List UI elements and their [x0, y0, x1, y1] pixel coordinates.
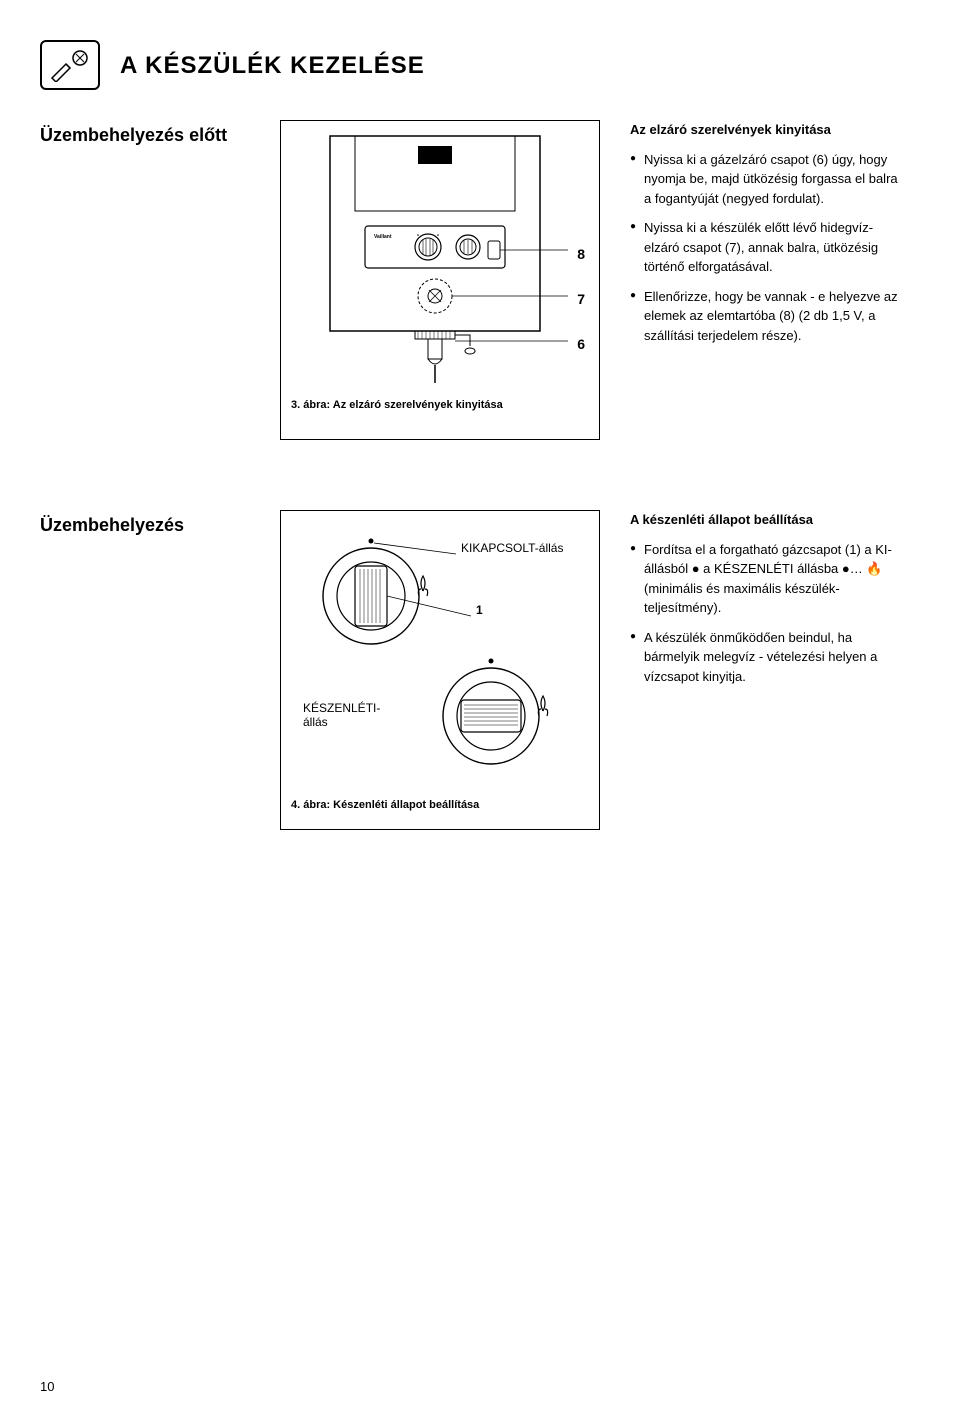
callout-7: 7	[577, 291, 585, 307]
label-1: 1	[476, 603, 483, 617]
section2-title: Üzembehelyezés	[40, 510, 250, 830]
bullet-item: Fordítsa el a forgatható gázcsapot (1) a…	[630, 540, 900, 618]
figure-4: KIKAPCSOLT-állás 1 KÉSZENLÉTI- állás 4. …	[280, 510, 600, 830]
section1-subheading: Az elzáró szerelvények kinyitása	[630, 120, 900, 140]
knob-diagram	[291, 521, 591, 791]
figure3-caption: 3. ábra: Az elzáró szerelvények kinyitás…	[291, 391, 589, 421]
section1-title: Üzembehelyezés előtt	[40, 120, 250, 440]
callout-8: 8	[577, 246, 585, 262]
figure4-caption: 4. ábra: Készenléti állapot beállítása	[291, 791, 589, 821]
manual-icon	[40, 40, 100, 90]
callout-6: 6	[577, 336, 585, 352]
bullet-item: Nyissa ki a gázelzáró csapot (6) úgy, ho…	[630, 150, 900, 209]
bullet-item: Nyissa ki a készülék előtt lévő hidegvíz…	[630, 218, 900, 277]
label-standby: KÉSZENLÉTI- állás	[303, 701, 380, 729]
bullet-item: A készülék önműködően beindul, ha bármel…	[630, 628, 900, 687]
svg-text:Vaillant: Vaillant	[374, 234, 392, 240]
device-diagram: Vaillant	[310, 131, 570, 391]
section1-bullets: Nyissa ki a gázelzáró csapot (6) úgy, ho…	[630, 150, 900, 346]
label-off: KIKAPCSOLT-állás	[461, 541, 563, 555]
section2-subheading: A készenléti állapot beállítása	[630, 510, 900, 530]
section2-bullets: Fordítsa el a forgatható gázcsapot (1) a…	[630, 540, 900, 687]
bullet-item: Ellenőrizze, hogy be vannak - e helyezve…	[630, 287, 900, 346]
page-number: 10	[40, 1379, 54, 1394]
figure-3: Vaillant	[280, 120, 600, 440]
page-title: A KÉSZÜLÉK KEZELÉSE	[120, 40, 425, 80]
